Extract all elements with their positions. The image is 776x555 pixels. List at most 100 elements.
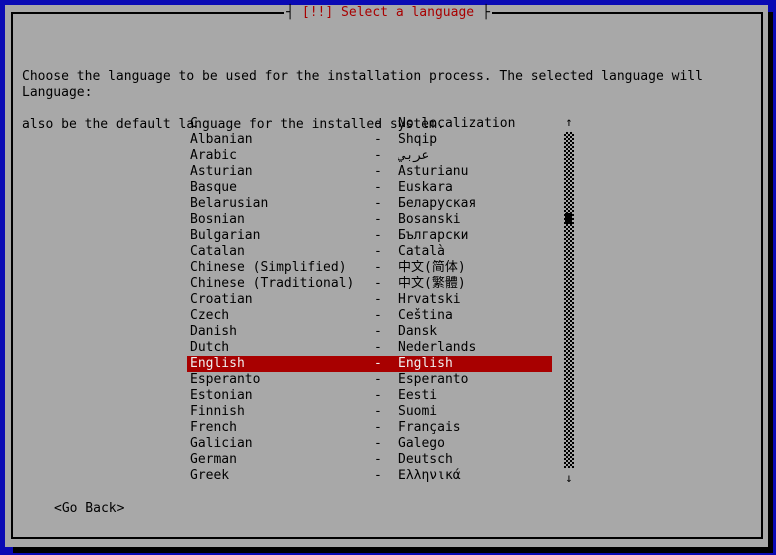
language-native-name: Suomi bbox=[398, 404, 438, 419]
language-name: Chinese (Simplified) bbox=[190, 260, 347, 275]
language-separator: - bbox=[374, 228, 382, 243]
language-native-name: No localization bbox=[398, 116, 516, 131]
scrollbar[interactable]: ↑ ↓ bbox=[564, 115, 574, 485]
language-list-item[interactable]: Chinese (Simplified) - 中文(简体) bbox=[187, 260, 552, 276]
language-list-item[interactable]: Croatian - Hrvatski bbox=[187, 292, 552, 308]
title-left-tick: ┤ bbox=[286, 5, 294, 20]
description-text: Choose the language to be used for the i… bbox=[22, 37, 746, 165]
language-name: Croatian bbox=[190, 292, 253, 307]
language-list-item[interactable]: Bosnian - Bosanski bbox=[187, 212, 552, 228]
language-list-item[interactable]: Estonian - Eesti bbox=[187, 388, 552, 404]
language-separator: - bbox=[374, 244, 382, 259]
language-native-name: Esperanto bbox=[398, 372, 469, 387]
language-list-item[interactable]: Czech - Čeština bbox=[187, 308, 552, 324]
language-native-name: Eesti bbox=[398, 388, 438, 403]
scrollbar-thumb[interactable] bbox=[565, 213, 572, 224]
language-separator: - bbox=[374, 340, 382, 355]
language-separator: - bbox=[374, 292, 382, 307]
language-name: Basque bbox=[190, 180, 237, 195]
language-native-name: Asturianu bbox=[398, 164, 469, 179]
language-name: German bbox=[190, 452, 237, 467]
language-native-name: Nederlands bbox=[398, 340, 477, 355]
language-name: Czech bbox=[190, 308, 230, 323]
language-list[interactable]: C - No localization Albanian - Shqip Ara… bbox=[187, 116, 552, 484]
description-line-2: also be the default language for the ins… bbox=[22, 117, 445, 132]
language-name: Belarusian bbox=[190, 196, 269, 211]
language-separator: - bbox=[374, 372, 382, 387]
language-name: Bulgarian bbox=[190, 228, 261, 243]
language-name: Catalan bbox=[190, 244, 245, 259]
language-separator: - bbox=[374, 436, 382, 451]
language-list-item[interactable]: Bulgarian - Български bbox=[187, 228, 552, 244]
language-list-item[interactable]: Albanian - Shqip bbox=[187, 132, 552, 148]
language-native-name: Български bbox=[398, 228, 469, 243]
language-name: Finnish bbox=[190, 404, 245, 419]
language-name: Danish bbox=[190, 324, 237, 339]
language-list-item[interactable]: Finnish - Suomi bbox=[187, 404, 552, 420]
language-native-name: Shqip bbox=[398, 132, 438, 147]
language-name: Albanian bbox=[190, 132, 253, 147]
language-list-item[interactable]: Greek - Ελληνικά bbox=[187, 468, 552, 484]
language-native-name: Euskara bbox=[398, 180, 453, 195]
language-name: C bbox=[190, 116, 198, 131]
language-list-item[interactable]: Arabic - عربي bbox=[187, 148, 552, 164]
language-separator: - bbox=[374, 468, 382, 483]
language-separator: - bbox=[374, 324, 382, 339]
page-title: [!!] Select a language bbox=[301, 5, 475, 20]
language-name: Estonian bbox=[190, 388, 253, 403]
language-separator: - bbox=[374, 356, 382, 371]
language-name: Galician bbox=[190, 436, 253, 451]
language-native-name: Galego bbox=[398, 436, 445, 451]
language-native-name: Čeština bbox=[398, 308, 453, 323]
dialog-title: ┤ [!!] Select a language ├ bbox=[284, 5, 492, 21]
language-list-item[interactable]: Basque - Euskara bbox=[187, 180, 552, 196]
language-name: Esperanto bbox=[190, 372, 261, 387]
language-separator: - bbox=[374, 404, 382, 419]
language-separator: - bbox=[374, 196, 382, 211]
language-separator: - bbox=[374, 452, 382, 467]
language-field-label: Language: bbox=[22, 85, 93, 100]
language-name: English bbox=[190, 356, 245, 371]
language-list-item[interactable]: C - No localization bbox=[187, 116, 552, 132]
language-list-item[interactable]: German - Deutsch bbox=[187, 452, 552, 468]
title-right-tick: ├ bbox=[482, 5, 490, 20]
go-back-button[interactable]: <Go Back> bbox=[54, 501, 125, 516]
language-list-item[interactable]: Chinese (Traditional) - 中文(繁體) bbox=[187, 276, 552, 292]
language-list-item[interactable]: Dutch - Nederlands bbox=[187, 340, 552, 356]
language-native-name: Беларуская bbox=[398, 196, 477, 211]
dialog-title-row: ┤ [!!] Select a language ├ bbox=[0, 5, 776, 21]
language-list-item[interactable]: Asturian - Asturianu bbox=[187, 164, 552, 180]
language-list-item[interactable]: English - English bbox=[187, 356, 552, 372]
language-name: Greek bbox=[190, 468, 230, 483]
scrollbar-track[interactable] bbox=[564, 132, 574, 468]
language-list-item[interactable]: Belarusian - Беларуская bbox=[187, 196, 552, 212]
language-native-name: Hrvatski bbox=[398, 292, 461, 307]
language-native-name: عربي bbox=[398, 148, 430, 163]
language-list-item[interactable]: Catalan - Català bbox=[187, 244, 552, 260]
language-native-name: Ελληνικά bbox=[398, 468, 461, 483]
language-native-name: English bbox=[398, 356, 453, 371]
language-name: French bbox=[190, 420, 237, 435]
language-name: Bosnian bbox=[190, 212, 245, 227]
scroll-up-icon[interactable]: ↑ bbox=[565, 115, 573, 129]
language-separator: - bbox=[374, 148, 382, 163]
language-list-item[interactable]: Galician - Galego bbox=[187, 436, 552, 452]
language-native-name: Dansk bbox=[398, 324, 438, 339]
language-separator: - bbox=[374, 420, 382, 435]
language-list-item[interactable]: Esperanto - Esperanto bbox=[187, 372, 552, 388]
language-native-name: 中文(繁體) bbox=[398, 276, 466, 291]
language-separator: - bbox=[374, 132, 382, 147]
language-native-name: 中文(简体) bbox=[398, 260, 466, 275]
language-list-item[interactable]: Danish - Dansk bbox=[187, 324, 552, 340]
scroll-down-icon[interactable]: ↓ bbox=[565, 471, 573, 485]
language-separator: - bbox=[374, 260, 382, 275]
language-separator: - bbox=[374, 276, 382, 291]
language-list-item[interactable]: French - Français bbox=[187, 420, 552, 436]
language-native-name: Deutsch bbox=[398, 452, 453, 467]
language-separator: - bbox=[374, 388, 382, 403]
language-name: Arabic bbox=[190, 148, 237, 163]
language-separator: - bbox=[374, 180, 382, 195]
language-separator: - bbox=[374, 308, 382, 323]
language-native-name: Français bbox=[398, 420, 461, 435]
